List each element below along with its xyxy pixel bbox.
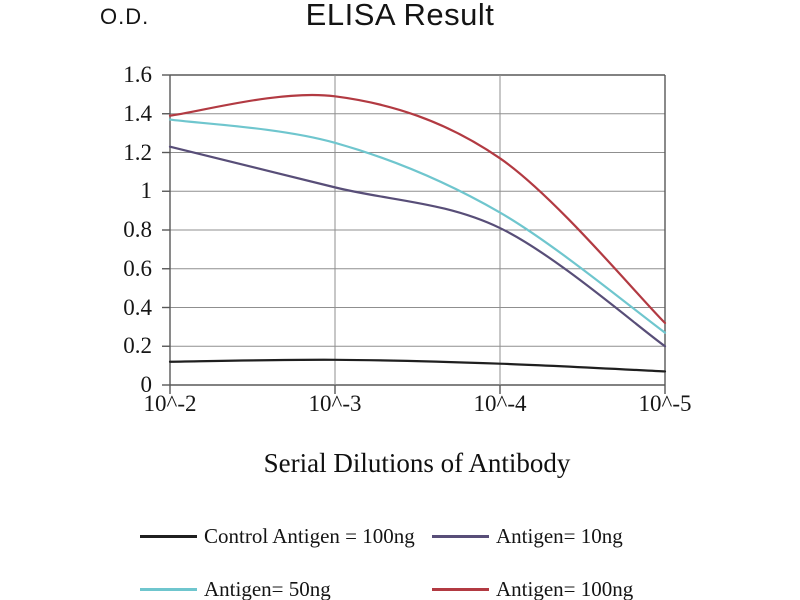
x-tick-label: 10^-5: [638, 391, 692, 416]
series-line-antigen-50ng: [168, 118, 667, 334]
y-tick-label: 1.6: [123, 62, 152, 87]
legend-item: Antigen= 100ng: [432, 576, 633, 600]
y-tick-label: 0.6: [123, 256, 152, 281]
legend-label: Antigen= 100ng: [496, 576, 634, 600]
x-tick-label: 10^-3: [308, 391, 362, 416]
legend-label: Antigen= 50ng: [204, 576, 331, 600]
legend-item: Antigen= 50ng: [140, 576, 331, 600]
series-line-control-antigen-100ng: [168, 358, 667, 373]
legend-line-swatch: [432, 534, 489, 538]
y-tick-label: 0.4: [123, 295, 152, 320]
legend-line-swatch: [140, 587, 197, 591]
chart-title: ELISA Result: [305, 0, 495, 32]
y-tick-label: 1.2: [123, 140, 152, 165]
legend-line-swatch: [140, 534, 197, 538]
legend-item: Control Antigen = 100ng: [140, 523, 415, 549]
series-line-antigen-100ng: [168, 93, 667, 325]
legend-label: Antigen= 10ng: [496, 523, 623, 548]
legend-label: Control Antigen = 100ng: [204, 523, 415, 548]
x-tick-label: 10^-2: [143, 391, 197, 416]
y-axis-unit-label: O.D.: [100, 4, 150, 29]
y-tick-label: 0.2: [123, 333, 152, 358]
x-axis-title: Serial Dilutions of Antibody: [263, 448, 571, 478]
y-tick-label: 1.4: [123, 101, 152, 126]
x-tick-label: 10^-4: [473, 391, 527, 416]
y-tick-label: 1: [140, 178, 153, 203]
y-tick-label: 0.8: [123, 217, 152, 242]
legend-line-swatch: [432, 587, 489, 591]
y-tick-label: 0: [140, 372, 153, 397]
legend-item: Antigen= 10ng: [432, 523, 623, 549]
series-line-antigen-10ng: [168, 145, 667, 348]
